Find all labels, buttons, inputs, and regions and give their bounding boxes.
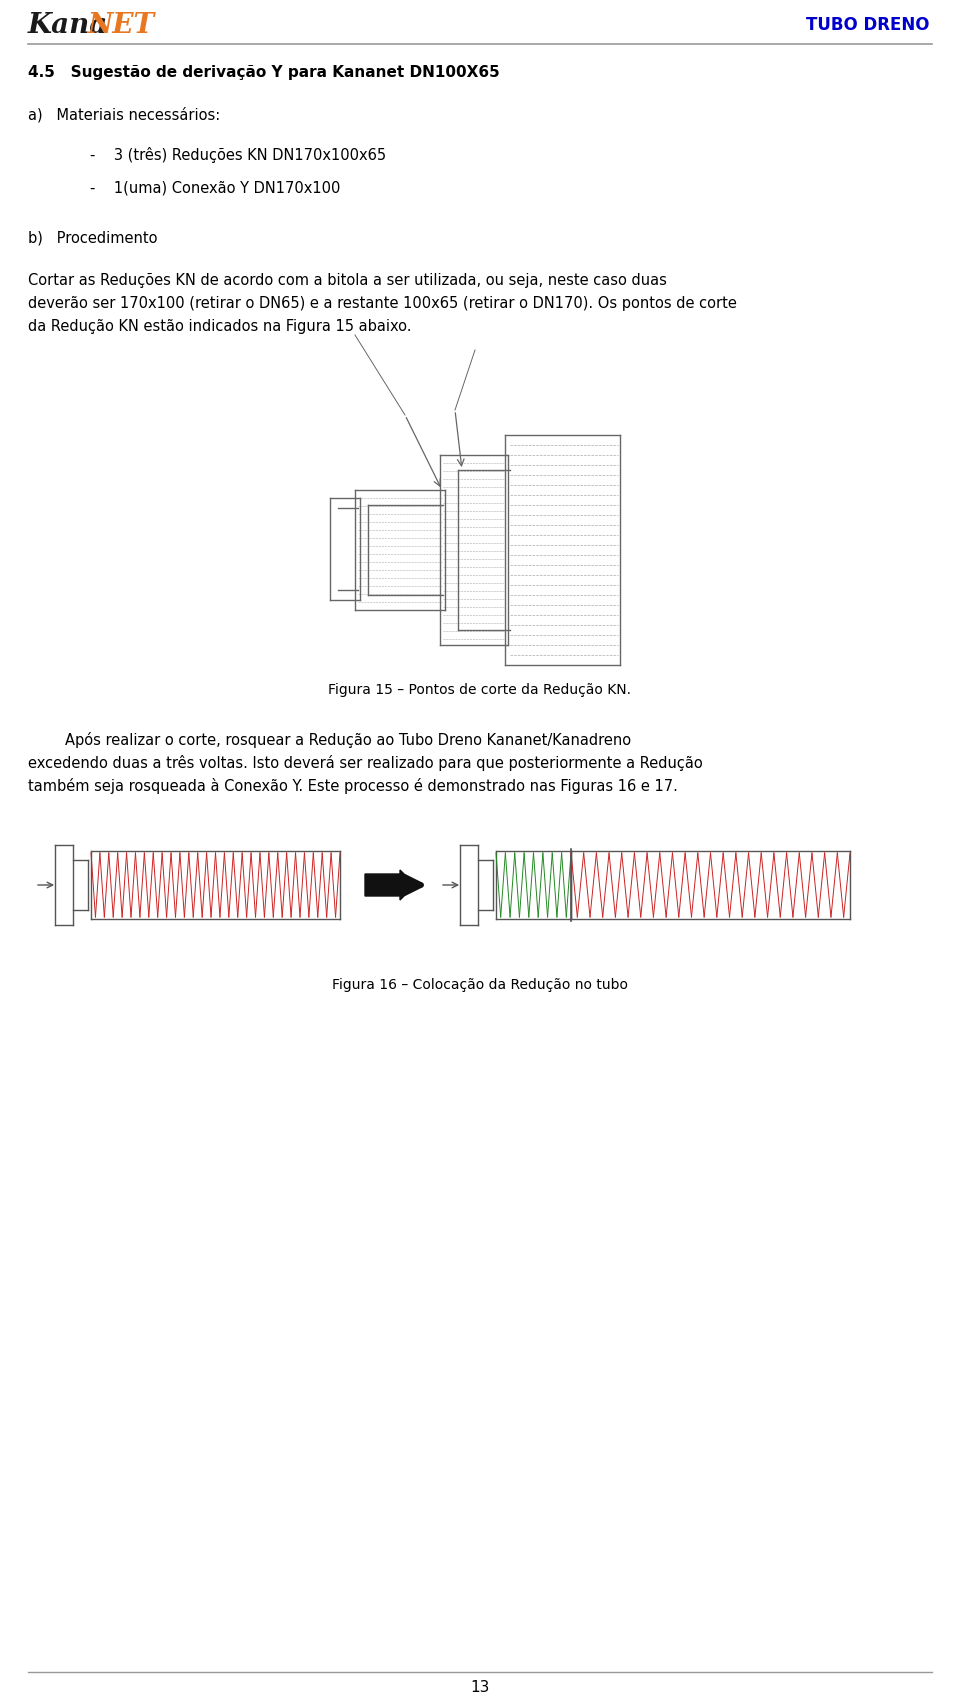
Text: 4.5   Sugestão de derivação Y para Kananet DN100X65: 4.5 Sugestão de derivação Y para Kananet…: [28, 65, 500, 80]
Text: 13: 13: [470, 1681, 490, 1696]
Text: deverão ser 170x100 (retirar o DN65) e a restante 100x65 (retirar o DN170). Os p: deverão ser 170x100 (retirar o DN65) e a…: [28, 295, 737, 311]
Text: -    1(uma) Conexão Y DN170x100: - 1(uma) Conexão Y DN170x100: [90, 180, 341, 195]
Text: NET: NET: [88, 12, 156, 39]
Text: TUBO DRENO: TUBO DRENO: [806, 15, 930, 34]
Text: também seja rosqueada à Conexão Y. Este processo é demonstrado nas Figuras 16 e : também seja rosqueada à Conexão Y. Este …: [28, 778, 678, 795]
Text: da Redução KN estão indicados na Figura 15 abaixo.: da Redução KN estão indicados na Figura …: [28, 319, 412, 333]
Text: Figura 16 – Colocação da Redução no tubo: Figura 16 – Colocação da Redução no tubo: [332, 978, 628, 992]
Text: -    3 (três) Reduções KN DN170x100x65: - 3 (três) Reduções KN DN170x100x65: [90, 148, 386, 163]
Text: Após realizar o corte, rosquear a Redução ao Tubo Dreno Kananet/Kanadreno: Após realizar o corte, rosquear a Reduçã…: [65, 732, 631, 749]
Text: Figura 15 – Pontos de corte da Redução KN.: Figura 15 – Pontos de corte da Redução K…: [328, 683, 632, 696]
Text: Cortar as Reduções KN de acordo com a bitola a ser utilizada, ou seja, neste cas: Cortar as Reduções KN de acordo com a bi…: [28, 272, 667, 287]
Text: a)   Materiais necessários:: a) Materiais necessários:: [28, 107, 220, 122]
Text: b)   Procedimento: b) Procedimento: [28, 231, 157, 246]
Text: excedendo duas a três voltas. Isto deverá ser realizado para que posteriormente : excedendo duas a três voltas. Isto dever…: [28, 756, 703, 771]
FancyArrow shape: [365, 869, 415, 900]
Text: Kana: Kana: [28, 12, 108, 39]
